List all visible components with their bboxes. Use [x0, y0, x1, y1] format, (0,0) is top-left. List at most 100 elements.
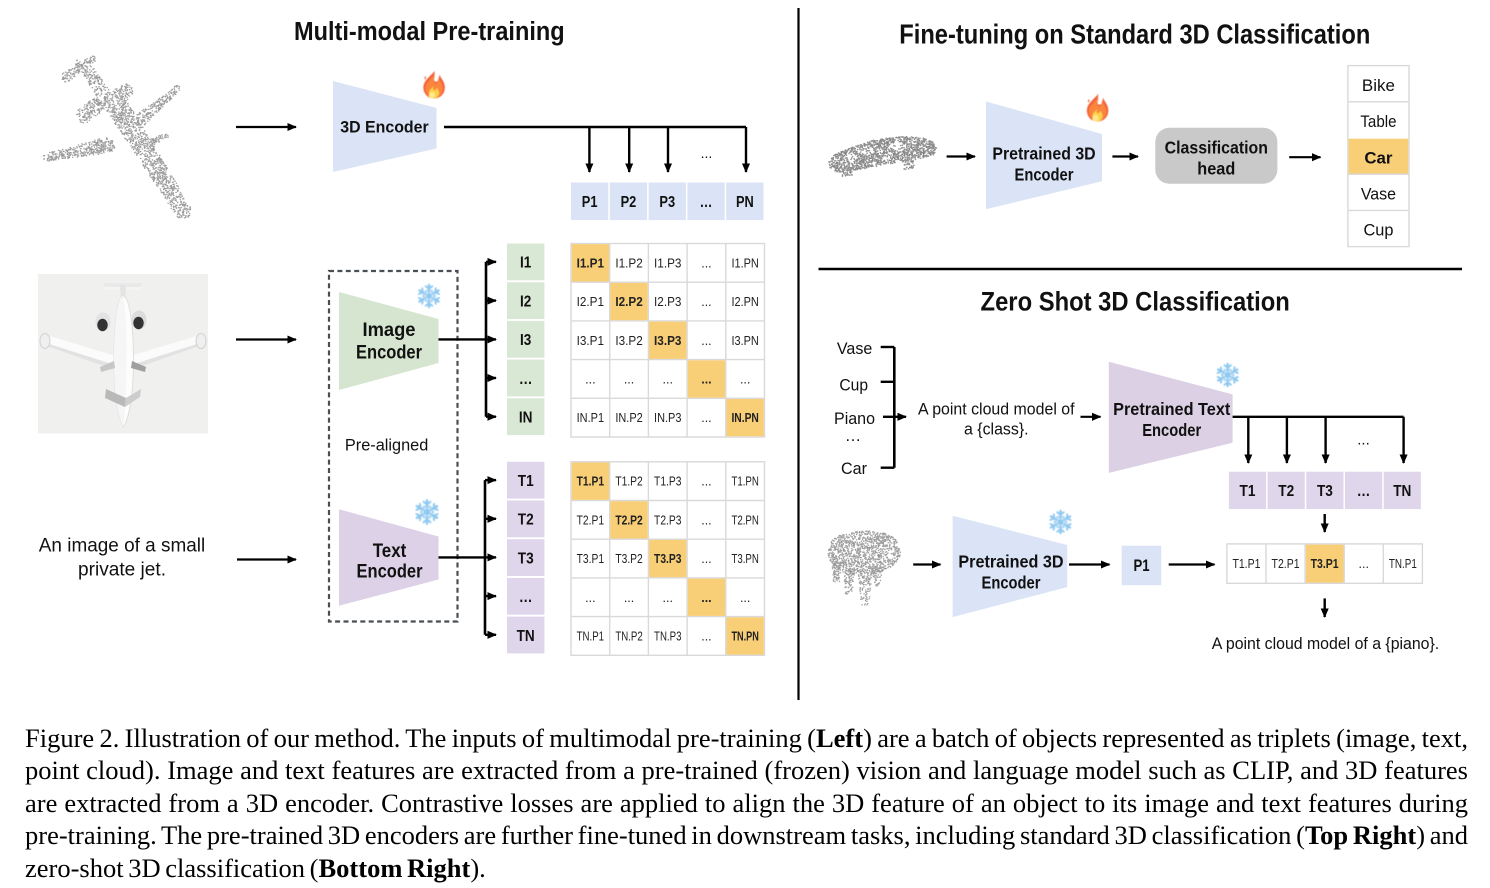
svg-text:I1.P1: I1.P1: [577, 255, 604, 270]
svg-text:IN: IN: [519, 410, 533, 427]
svg-text:I3.P2: I3.P2: [615, 333, 642, 348]
svg-text:Pretrained Text: Pretrained Text: [1113, 399, 1230, 419]
svg-text:...: ...: [585, 372, 595, 386]
svg-text:Image: Image: [363, 319, 416, 341]
svg-text:I3.P3: I3.P3: [654, 333, 681, 348]
svg-text:Car: Car: [841, 460, 867, 478]
svg-text:head: head: [1197, 159, 1235, 179]
svg-text:...: ...: [624, 372, 634, 386]
svg-text:I1: I1: [520, 255, 531, 272]
svg-text:...: ...: [1359, 557, 1369, 571]
svg-text:Multi-modal Pre-training: Multi-modal Pre-training: [294, 18, 565, 46]
svg-text:T1.P1: T1.P1: [1232, 556, 1260, 571]
svg-text:IN.P3: IN.P3: [654, 410, 681, 425]
svg-text:T1.P3: T1.P3: [654, 474, 681, 489]
svg-text:Encoder: Encoder: [982, 573, 1041, 593]
svg-text:…: …: [845, 427, 862, 445]
svg-text:...: ...: [585, 591, 595, 605]
svg-text:Zero Shot 3D Classification: Zero Shot 3D Classification: [981, 286, 1290, 316]
svg-text:I2.P1: I2.P1: [577, 294, 604, 309]
svg-text:T3.P1: T3.P1: [1311, 556, 1339, 571]
svg-text:An image of a small: An image of a small: [39, 535, 205, 556]
svg-text:Bike: Bike: [1362, 77, 1395, 95]
svg-text:Encoder: Encoder: [356, 341, 422, 363]
svg-text:Cup: Cup: [1363, 222, 1393, 240]
svg-text:...: ...: [663, 591, 673, 605]
svg-text:T1: T1: [1240, 483, 1256, 500]
svg-text:Table: Table: [1360, 113, 1396, 131]
svg-text:Vase: Vase: [837, 340, 872, 358]
svg-text:I2.PN: I2.PN: [731, 294, 758, 309]
svg-text:T1.PN: T1.PN: [731, 474, 758, 489]
svg-text:...: ...: [701, 591, 711, 605]
svg-text:Text: Text: [373, 540, 407, 562]
svg-text:Encoder: Encoder: [1015, 165, 1074, 185]
svg-text:private jet.: private jet.: [78, 560, 166, 581]
svg-text:P1: P1: [1133, 557, 1149, 575]
svg-text:...: ...: [740, 372, 750, 386]
svg-text:PN: PN: [736, 194, 754, 211]
svg-text:Classification: Classification: [1165, 138, 1268, 158]
svg-text:...: ...: [701, 256, 711, 270]
svg-text:...: ...: [701, 629, 711, 643]
svg-text:...: ...: [701, 295, 711, 309]
svg-text:...: ...: [663, 372, 673, 386]
svg-text:T1: T1: [518, 473, 534, 490]
svg-text:T2.P1: T2.P1: [577, 512, 604, 527]
svg-text:T2: T2: [1278, 483, 1294, 500]
svg-text:IN.PN: IN.PN: [731, 410, 758, 425]
svg-text:...: ...: [701, 145, 713, 161]
svg-text:...: ...: [1357, 432, 1370, 449]
svg-text:T3.P1: T3.P1: [577, 551, 604, 566]
svg-text:Encoder: Encoder: [1142, 420, 1201, 440]
svg-text:...: ...: [701, 513, 711, 527]
svg-text:TN.P1: TN.P1: [1389, 556, 1417, 571]
svg-text:T1.P2: T1.P2: [615, 474, 642, 489]
svg-text:…: …: [519, 371, 533, 388]
svg-text:...: ...: [624, 591, 634, 605]
svg-text:…: …: [700, 194, 713, 211]
svg-text:Pretrained 3D: Pretrained 3D: [958, 552, 1063, 572]
svg-text:I2.P2: I2.P2: [615, 294, 642, 309]
svg-text:T2: T2: [518, 512, 534, 529]
svg-text:IN.P2: IN.P2: [615, 410, 642, 425]
svg-text:Fine-tuning on Standard 3D Cla: Fine-tuning on Standard 3D Classificatio…: [899, 19, 1370, 50]
svg-text:T3.P2: T3.P2: [615, 551, 642, 566]
svg-text:TN.P2: TN.P2: [615, 628, 642, 643]
svg-text:T3: T3: [518, 550, 534, 567]
svg-text:P2: P2: [621, 194, 637, 211]
svg-text:a {class}.: a {class}.: [964, 421, 1029, 439]
svg-text:I3.PN: I3.PN: [731, 333, 758, 348]
svg-text:P3: P3: [659, 194, 675, 211]
svg-text:P1: P1: [582, 194, 598, 211]
svg-text:T3: T3: [1317, 483, 1333, 500]
svg-text:I1.PN: I1.PN: [731, 255, 758, 270]
svg-text:I3: I3: [520, 332, 531, 349]
svg-text:T3.P3: T3.P3: [654, 551, 681, 566]
svg-text:I1.P3: I1.P3: [654, 255, 681, 270]
svg-text:T3.PN: T3.PN: [731, 551, 758, 566]
svg-text:I1.P2: I1.P2: [615, 255, 642, 270]
svg-text:…: …: [1357, 483, 1371, 500]
svg-text:...: ...: [701, 372, 711, 386]
svg-text:…: …: [519, 589, 533, 606]
svg-text:I3.P1: I3.P1: [577, 333, 604, 348]
svg-text:Car: Car: [1364, 148, 1392, 167]
svg-text:TN.P3: TN.P3: [654, 628, 681, 643]
svg-text:T2.P3: T2.P3: [654, 512, 681, 527]
svg-text:T2.PN: T2.PN: [731, 512, 758, 527]
svg-text:I2.P3: I2.P3: [654, 294, 681, 309]
svg-text:A point cloud model of: A point cloud model of: [918, 401, 1075, 419]
svg-text:TN.PN: TN.PN: [731, 628, 758, 643]
svg-text:...: ...: [701, 552, 711, 566]
svg-text:...: ...: [701, 475, 711, 489]
svg-text:T2.P1: T2.P1: [1272, 556, 1300, 571]
svg-text:TN.P1: TN.P1: [577, 628, 604, 643]
svg-text:Pretrained 3D: Pretrained 3D: [992, 144, 1095, 164]
svg-text:Piano: Piano: [834, 410, 875, 428]
svg-text:TN: TN: [1393, 483, 1411, 500]
svg-text:...: ...: [740, 591, 750, 605]
svg-text:T2.P2: T2.P2: [615, 512, 642, 527]
svg-text:Cup: Cup: [839, 376, 868, 394]
svg-text:Encoder: Encoder: [357, 560, 423, 582]
